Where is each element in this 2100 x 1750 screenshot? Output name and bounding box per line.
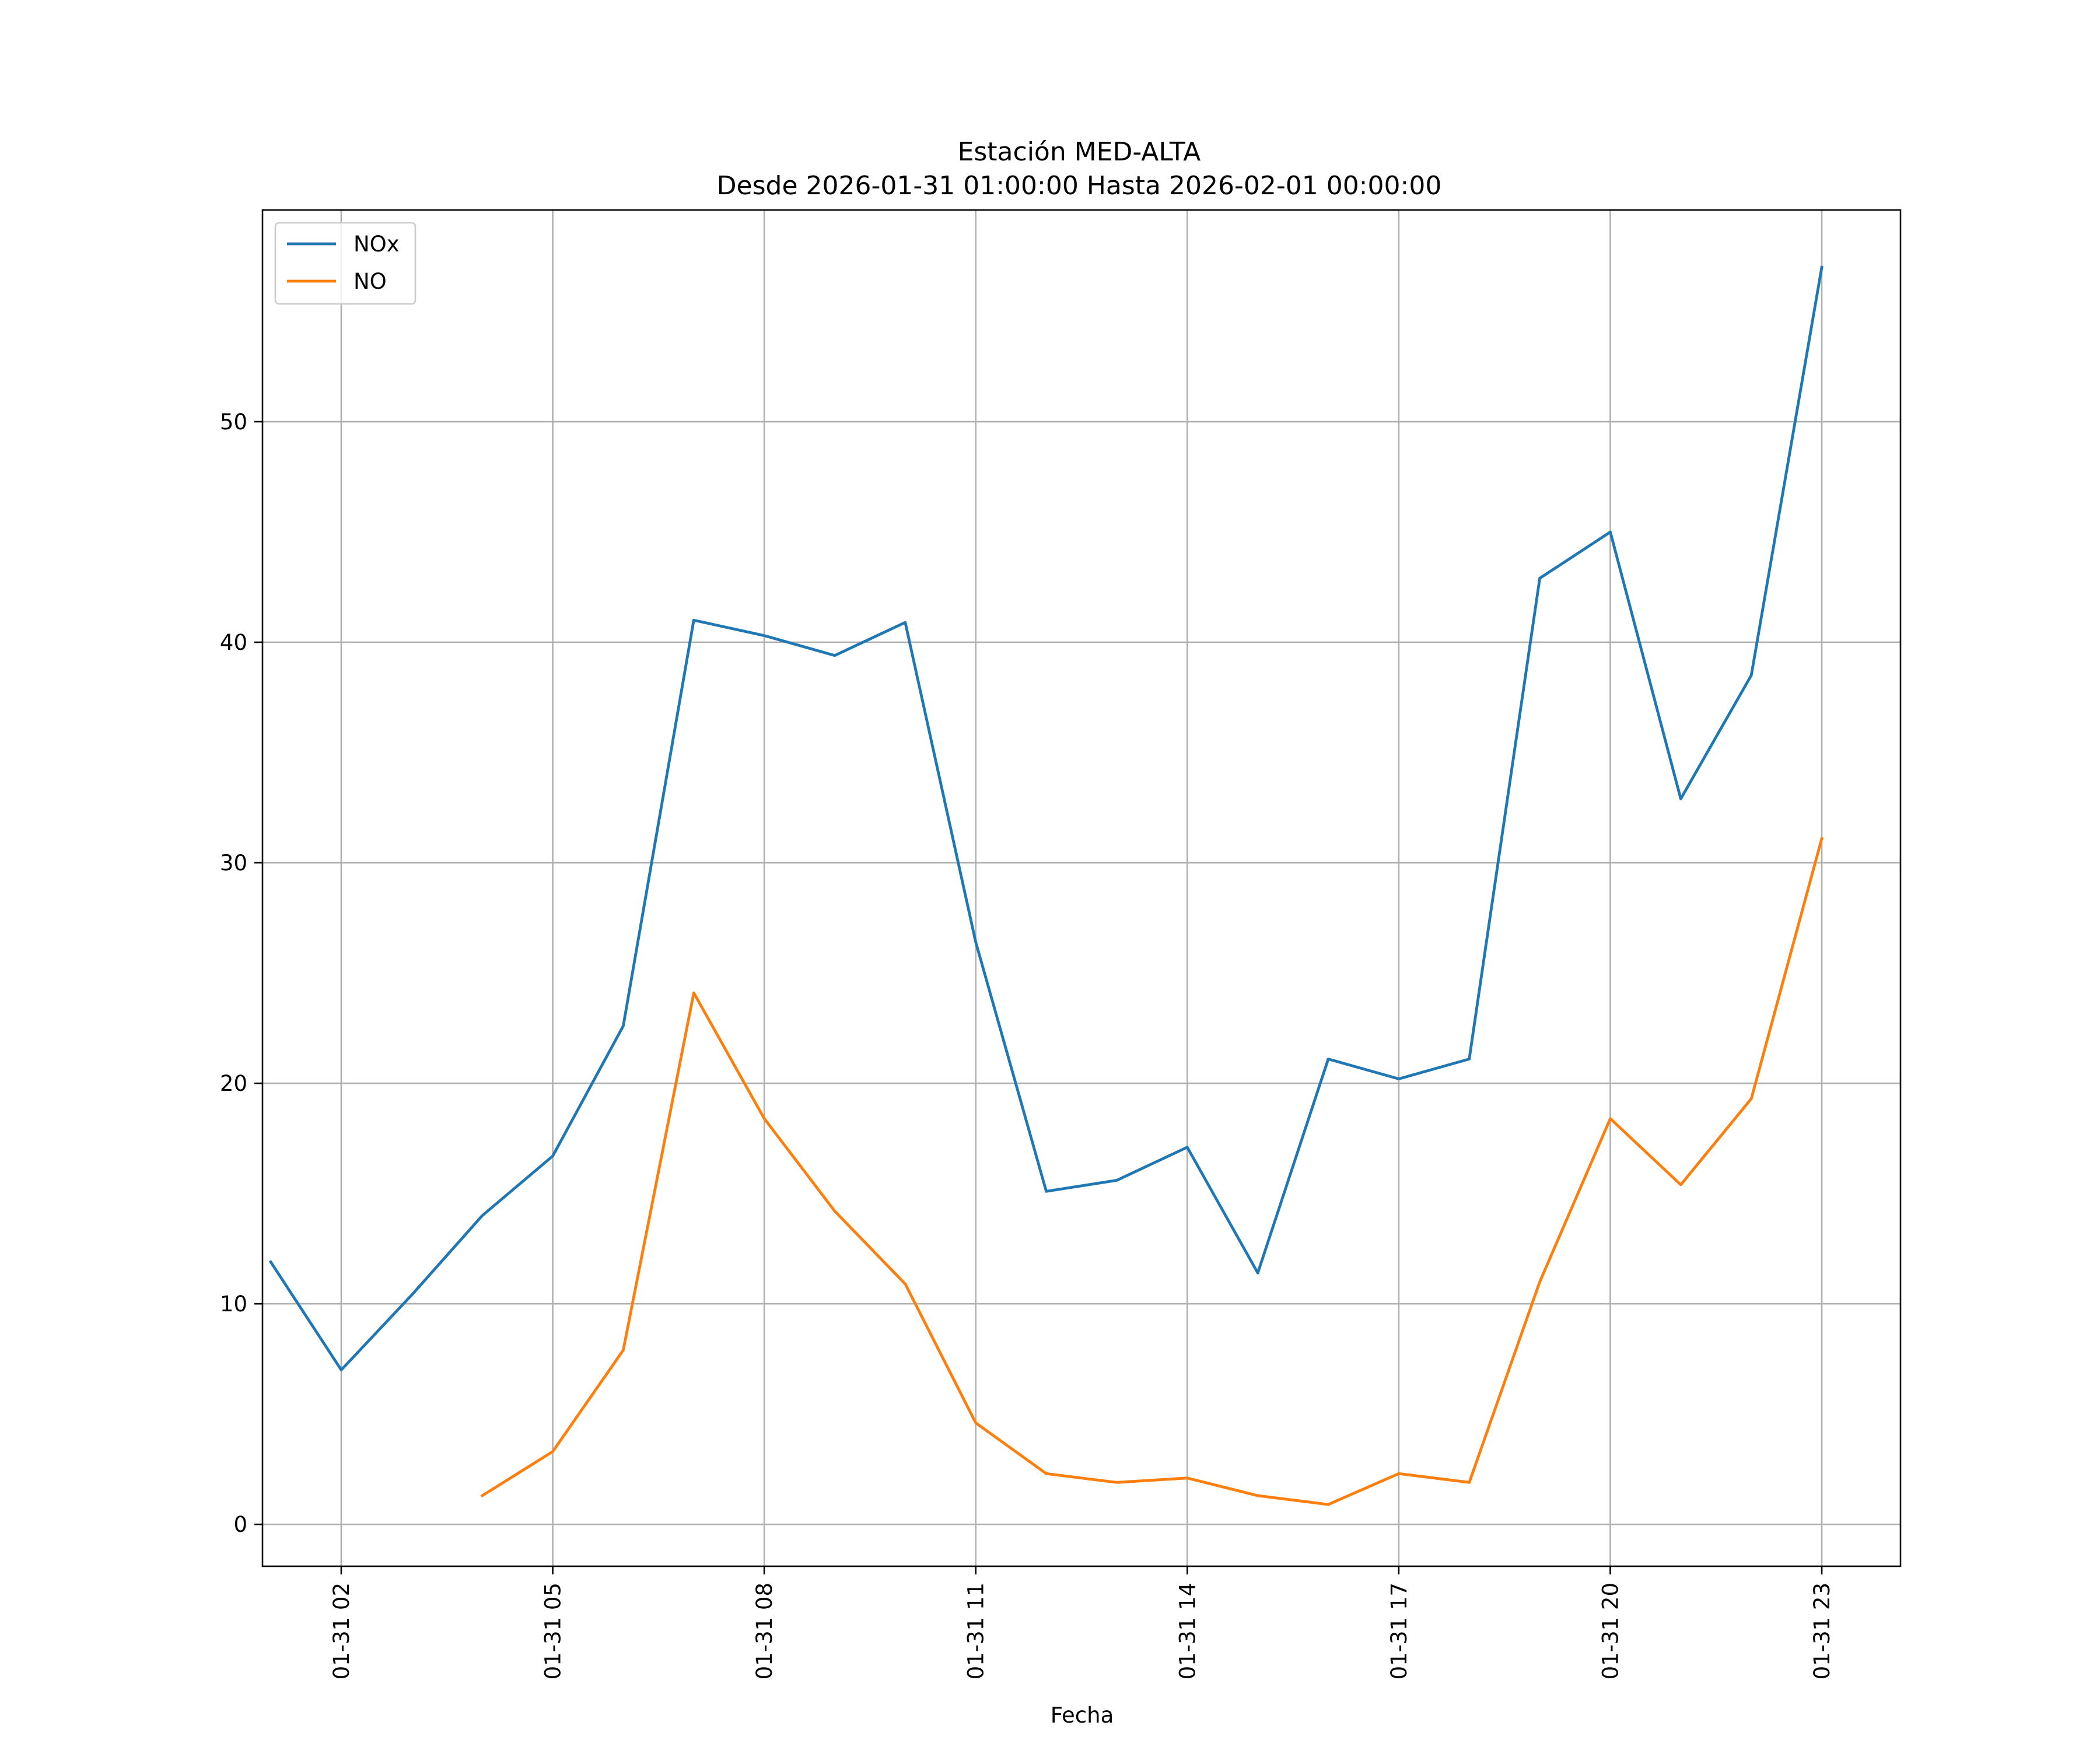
x-tick-label: 01-31 05 bbox=[541, 1583, 566, 1679]
y-tick-label: 10 bbox=[220, 1292, 247, 1317]
legend-label-no: NO bbox=[354, 269, 387, 294]
y-tick-label: 50 bbox=[220, 410, 247, 435]
chart-title: Estación MED-ALTA bbox=[958, 137, 1201, 167]
x-tick-label: 01-31 08 bbox=[752, 1583, 777, 1679]
y-tick-label: 30 bbox=[220, 850, 247, 876]
grid bbox=[262, 210, 1901, 1566]
y-tick-label: 0 bbox=[233, 1512, 247, 1537]
series-line-nox bbox=[268, 265, 1824, 1371]
x-tick-label: 01-31 17 bbox=[1387, 1583, 1412, 1679]
x-tick-label: 01-31 11 bbox=[964, 1583, 989, 1679]
series-lines bbox=[268, 265, 1824, 1506]
y-tick-label: 20 bbox=[220, 1071, 247, 1096]
x-axis-label: Fecha bbox=[1051, 1703, 1114, 1728]
x-tick-label: 01-31 20 bbox=[1598, 1583, 1623, 1679]
series-line-no bbox=[480, 836, 1824, 1506]
x-tick-label: 01-31 23 bbox=[1810, 1583, 1835, 1679]
x-tick-label: 01-31 14 bbox=[1175, 1583, 1200, 1679]
y-tick-label: 40 bbox=[220, 630, 247, 655]
plot-frame bbox=[261, 209, 1902, 1567]
y-axis: 0 10 20 30 40 50 bbox=[220, 410, 262, 1537]
x-tick-label: 01-31 02 bbox=[329, 1583, 354, 1679]
chart-subtitle: Desde 2026-01-31 01:00:00 Hasta 2026-02-… bbox=[717, 171, 1442, 201]
legend: NOx NO bbox=[274, 222, 416, 305]
legend-label-nox: NOx bbox=[354, 232, 400, 257]
x-axis: 01-31 02 01-31 05 01-31 08 01-31 11 01-31 14… bbox=[329, 1566, 1835, 1679]
